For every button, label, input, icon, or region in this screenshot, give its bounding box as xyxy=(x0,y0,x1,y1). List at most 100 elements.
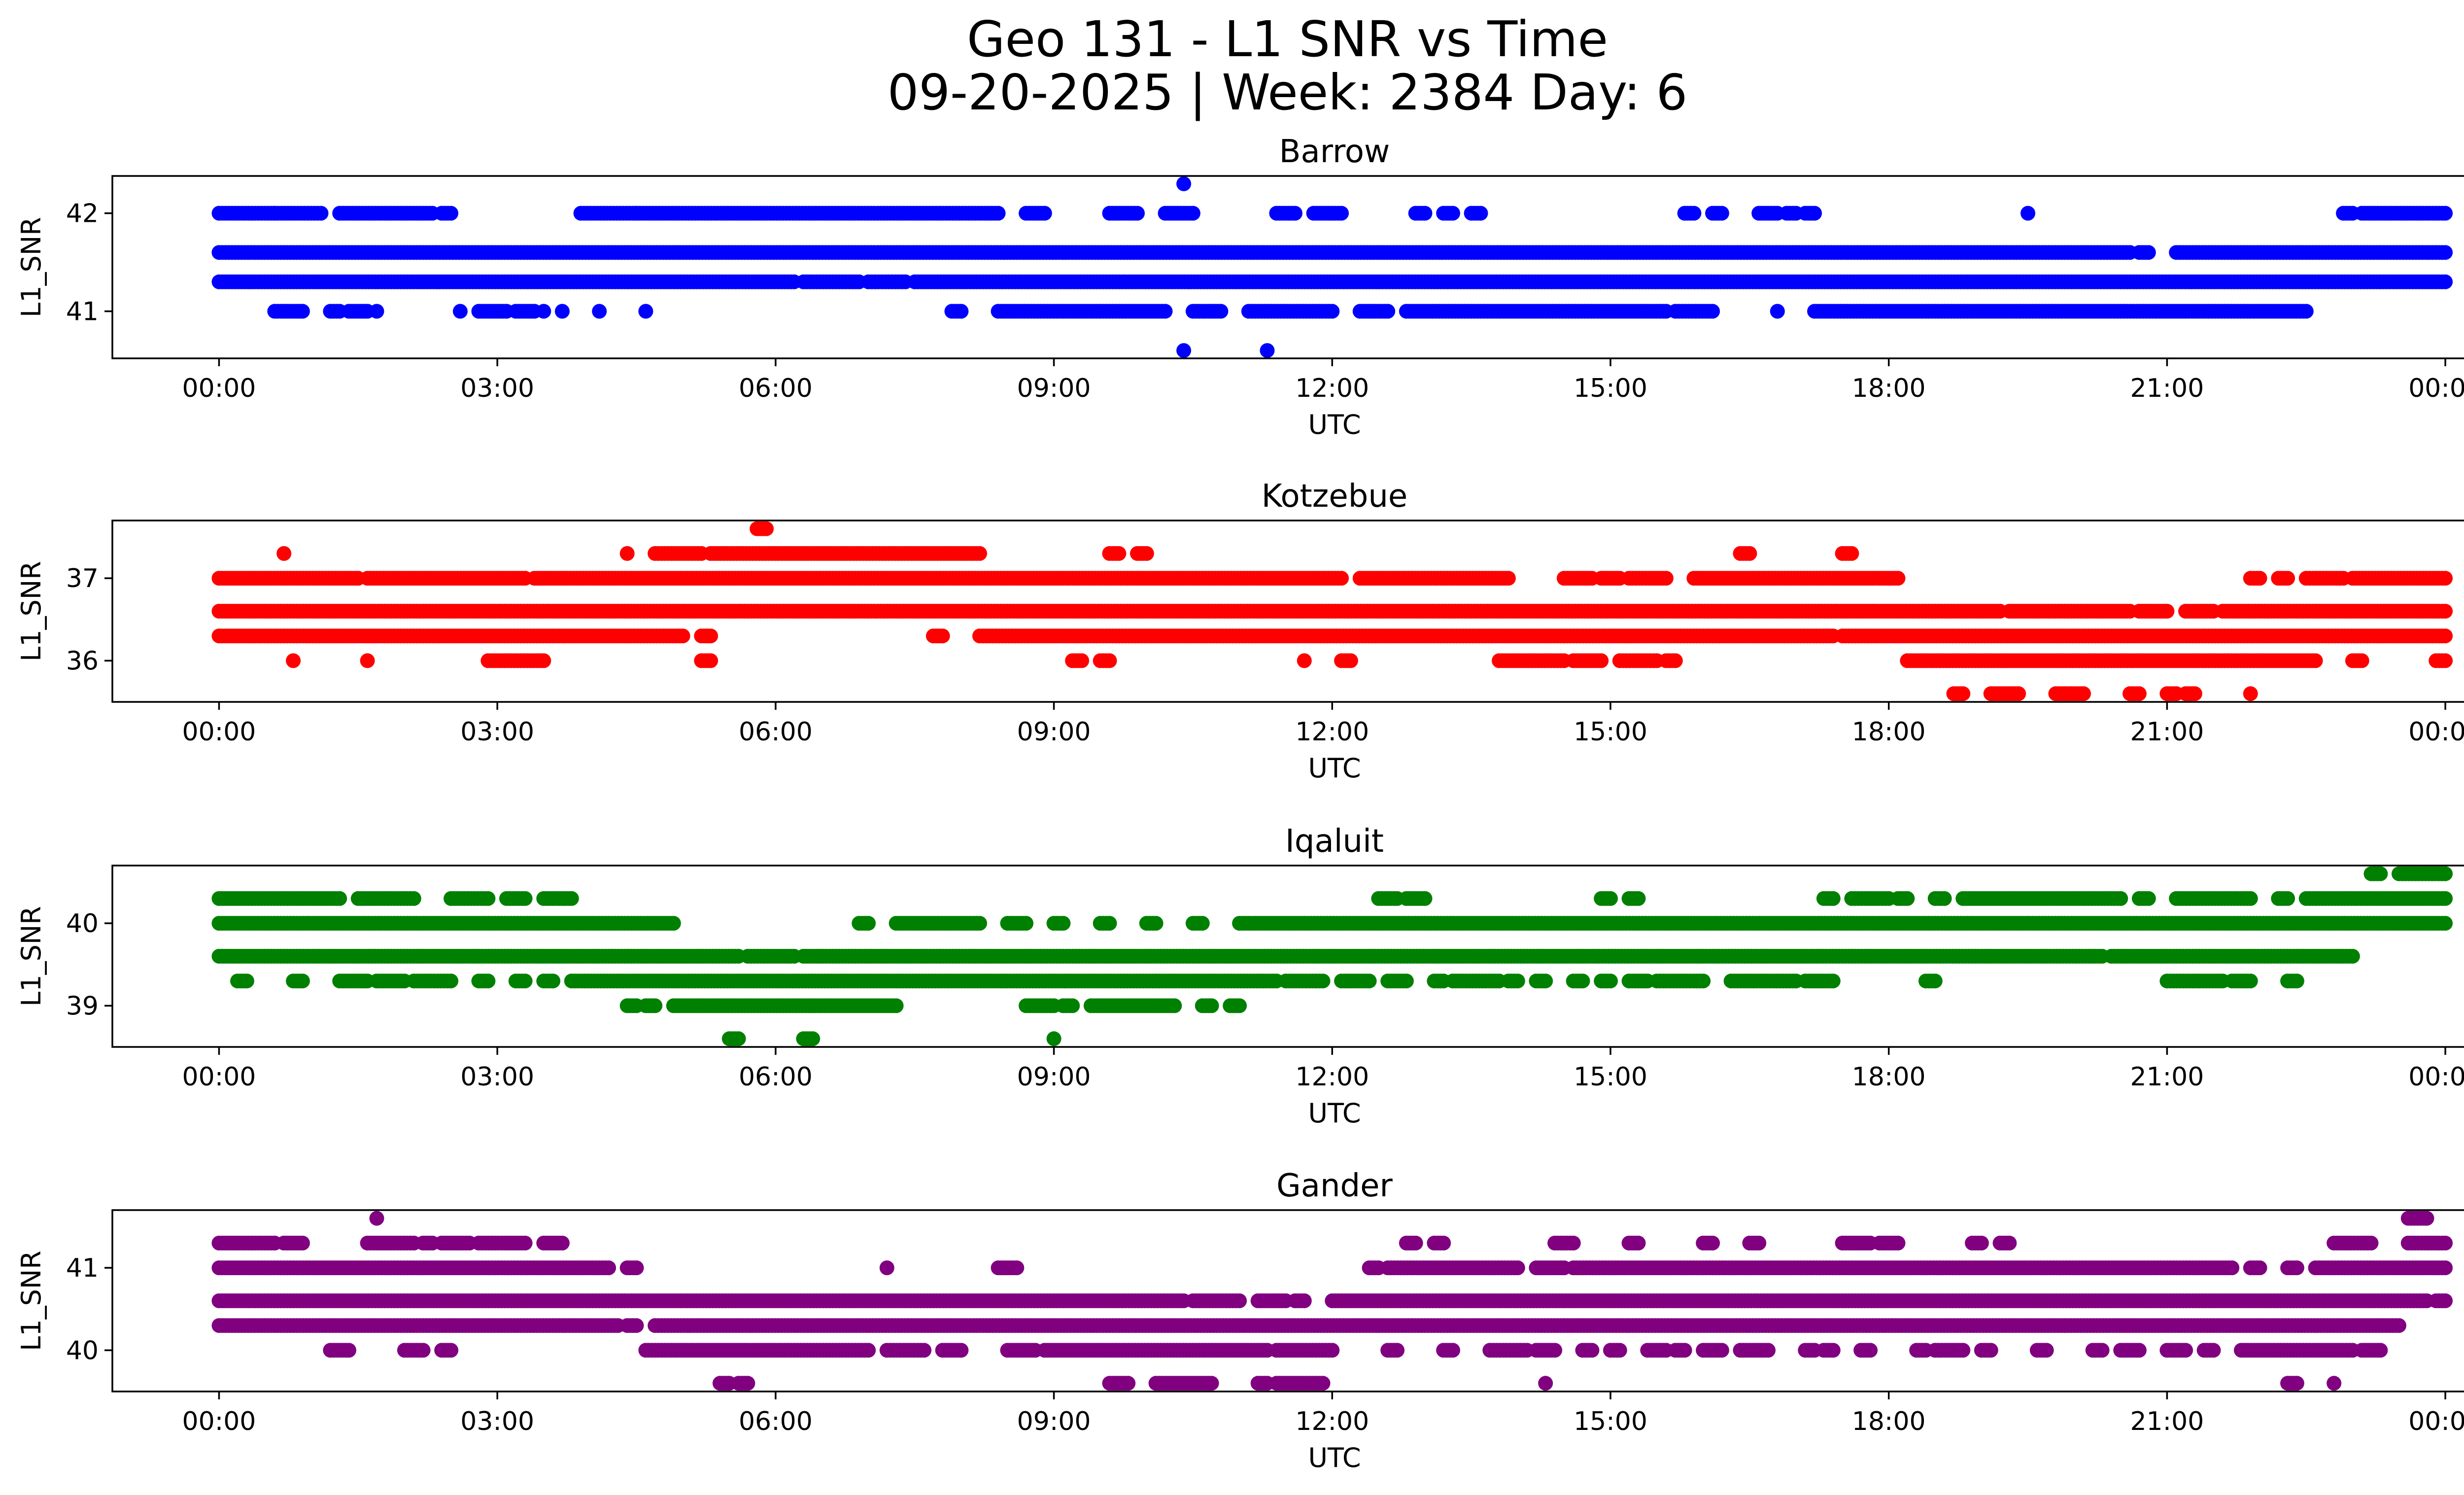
data-point xyxy=(1019,916,1034,931)
data-point xyxy=(2373,866,2388,881)
snr-level-40 xyxy=(211,916,2453,931)
data-point xyxy=(1742,546,1757,561)
data-point xyxy=(1501,571,1516,586)
data-point xyxy=(295,304,310,319)
data-point xyxy=(2076,686,2091,701)
y-axis-label: L1_SNR xyxy=(16,561,47,661)
data-point xyxy=(444,206,459,221)
data-point xyxy=(1260,343,1275,358)
data-point xyxy=(1158,304,1173,319)
x-tick-label: 09:00 xyxy=(1017,374,1091,403)
data-point xyxy=(1130,206,1145,221)
data-point xyxy=(2438,206,2453,221)
data-point xyxy=(1074,653,1090,668)
data-point xyxy=(2131,686,2147,701)
data-point xyxy=(1297,653,1312,668)
series-points xyxy=(211,176,2453,358)
x-tick-label: 18:00 xyxy=(1852,717,1926,747)
data-point xyxy=(2298,304,2314,319)
data-point xyxy=(991,206,1006,221)
data-point xyxy=(536,304,551,319)
snr-level-41-6 xyxy=(211,245,2453,260)
data-point xyxy=(1056,916,1071,931)
x-tick-label: 21:00 xyxy=(2130,717,2204,747)
data-point xyxy=(2243,686,2258,701)
snr-level-41 xyxy=(267,304,2314,319)
data-point xyxy=(703,653,719,668)
snr-level-36-3 xyxy=(211,628,2453,644)
data-point xyxy=(1844,546,1859,561)
data-point xyxy=(2308,653,2323,668)
data-point xyxy=(1102,916,1117,931)
data-point xyxy=(1380,304,1396,319)
data-point xyxy=(2438,245,2453,260)
data-point xyxy=(2438,274,2453,289)
x-tick-label: 12:00 xyxy=(1295,374,1369,403)
data-point xyxy=(2252,571,2267,586)
data-point xyxy=(666,916,681,931)
data-point xyxy=(2280,891,2295,906)
data-point xyxy=(1714,206,1729,221)
data-point xyxy=(517,891,533,906)
data-point xyxy=(1668,653,1683,668)
data-point xyxy=(1334,571,1349,586)
data-point xyxy=(313,206,329,221)
data-point xyxy=(1417,891,1433,906)
data-point xyxy=(1139,546,1154,561)
data-point xyxy=(332,891,347,906)
x-tick-label: 21:00 xyxy=(2130,374,2204,403)
data-point xyxy=(360,653,375,668)
data-point xyxy=(2438,571,2453,586)
data-point xyxy=(286,653,301,668)
data-point xyxy=(1955,686,1971,701)
data-point xyxy=(2187,686,2202,701)
data-point xyxy=(2011,686,2026,701)
snr-level-40-3 xyxy=(211,891,2453,906)
snr-level-42 xyxy=(211,206,2453,221)
snr-level-35-6 xyxy=(1946,686,2258,701)
data-point xyxy=(638,304,653,319)
snr-level-41-3 xyxy=(211,274,2453,289)
axes-frame xyxy=(111,175,2464,359)
x-tick-label: 09:00 xyxy=(1017,717,1091,747)
data-point xyxy=(2438,653,2453,668)
data-point xyxy=(1937,891,1952,906)
y-axis-label: L1_SNR xyxy=(16,217,47,317)
y-tick-label: 37 xyxy=(66,564,99,593)
figure-subtitle: 09-20-2025 | Week: 2384 Day: 6 xyxy=(887,64,1688,121)
data-point xyxy=(1825,891,1841,906)
data-point xyxy=(592,304,607,319)
data-point xyxy=(1176,176,1192,191)
data-point xyxy=(1102,653,1117,668)
data-point xyxy=(1325,304,1340,319)
y-tick-label: 36 xyxy=(66,646,99,676)
snr-level-36-6 xyxy=(211,604,2453,619)
data-point xyxy=(861,916,876,931)
snr-level-36 xyxy=(286,653,2453,668)
subplot-title: Kotzebue xyxy=(1262,478,1408,515)
data-point xyxy=(2243,891,2258,906)
data-point xyxy=(1631,891,1646,906)
data-point xyxy=(972,916,987,931)
data-point xyxy=(1213,304,1229,319)
snr-level-40-6 xyxy=(1176,343,1275,358)
data-point xyxy=(935,628,950,644)
x-tick-label: 15:00 xyxy=(1574,717,1647,747)
x-tick-label: 00:00 xyxy=(182,717,256,747)
data-point xyxy=(1900,891,1915,906)
data-point xyxy=(2438,891,2453,906)
x-tick-label: 06:00 xyxy=(739,374,813,403)
data-point xyxy=(2438,628,2453,644)
data-point xyxy=(1185,206,1200,221)
data-point xyxy=(2438,604,2453,619)
x-tick-label: 00:00 xyxy=(182,374,256,403)
data-point xyxy=(1686,206,1702,221)
data-point xyxy=(1288,206,1302,221)
data-point xyxy=(369,304,384,319)
data-point xyxy=(1111,546,1127,561)
snr-level-37-6 xyxy=(750,521,774,536)
data-point xyxy=(452,304,468,319)
